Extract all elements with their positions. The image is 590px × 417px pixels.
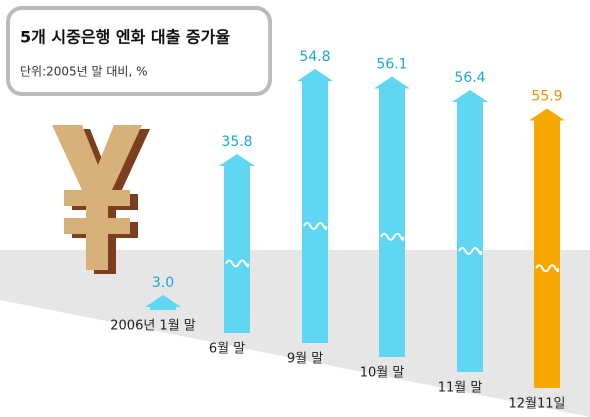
break-mark: [303, 222, 328, 230]
bar: [145, 295, 181, 310]
value-label: 54.8: [299, 49, 330, 65]
break-mark: [458, 247, 483, 255]
break-mark: [380, 232, 405, 241]
break-mark: [535, 264, 560, 273]
value-label: 55.9: [531, 89, 562, 105]
bar: [452, 90, 488, 372]
value-label: 35.8: [221, 134, 252, 150]
x-tick-label: 10월 말: [360, 366, 405, 381]
x-tick-label: 6월 말: [209, 342, 245, 357]
bar: [219, 154, 255, 333]
bar: [374, 76, 410, 357]
bar: [529, 108, 565, 388]
yen-icon: [52, 125, 150, 274]
bar: [297, 69, 333, 343]
x-tick-label: 2006년 1월 말: [110, 319, 196, 334]
x-tick-label: 9월 말: [287, 352, 323, 367]
value-label: 56.4: [454, 70, 485, 86]
break-mark: [225, 259, 250, 268]
title-box: [6, 6, 272, 96]
chart-title: 5개 시중은행 엔화 대출 증가율: [20, 28, 230, 47]
chart-subtitle: 단위:2005년 말 대비, %: [20, 65, 147, 79]
value-label: 3.0: [152, 275, 174, 291]
x-tick-label: 11월 말: [438, 381, 483, 396]
value-label: 56.1: [376, 57, 407, 73]
x-tick-label: 12월11일: [508, 397, 565, 412]
floor: [0, 250, 590, 417]
